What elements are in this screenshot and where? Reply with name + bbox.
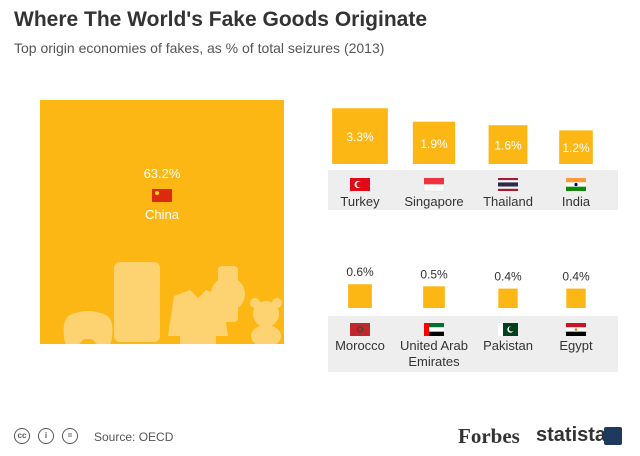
uae-flag-icon [424,323,444,336]
turkey-flag-icon [350,178,370,191]
jacket-icon [168,290,228,344]
morocco-flag-icon [350,323,370,336]
value-label-india: 1.2% [562,141,590,155]
teddy-bear-icon [250,298,282,347]
page-title: Where The World's Fake Goods Originate [14,8,428,31]
bar-singapore [412,121,456,164]
thailand-flag-icon [498,178,518,191]
chart: 63.2% China 3.3% Turkey 1.9% Singapore 1.6% Tha… [40,100,618,372]
product-illustrations [63,262,282,348]
category-label-china: China [145,207,180,222]
category-label-india: India [562,194,591,209]
category-label-turkey: Turkey [340,194,380,209]
bar-thailand [488,125,528,164]
category-label-egypt: Egypt [559,338,593,353]
gamepad-icon [63,311,113,348]
india-flag-icon [566,178,586,191]
bar-pakistan [498,288,518,308]
category-label-pakistan: Pakistan [483,338,533,353]
egypt-flag-icon [566,323,586,336]
category-label-thailand: Thailand [483,194,533,209]
value-label-turkey: 3.3% [346,130,374,144]
category-label-united-arab-emirates: United Arab Emirates [400,338,468,369]
singapore-flag-icon [423,178,445,192]
statista-logo: statista [536,424,607,446]
value-label-pakistan: 0.4% [494,270,522,284]
bar-egypt [566,288,586,308]
bar-turkey [332,108,388,164]
value-label-united-arab-emirates: 0.5% [420,267,448,281]
forbes-logo: Forbes [458,424,520,448]
category-label-singapore: Singapore [404,194,463,209]
china-flag-icon [152,189,172,202]
bar-china [40,100,284,344]
watch-icon [211,266,245,322]
value-label-china: 63.2% [144,166,181,181]
bar-india [559,130,593,164]
bar-morocco [348,284,372,308]
no-derivatives-icon: = [62,428,78,444]
value-label-egypt: 0.4% [562,270,590,284]
footer: cc i = Source: OECD Forbes statista [0,420,640,456]
pakistan-flag-icon [498,323,518,336]
smartphone-icon [114,262,160,342]
bar-united-arab-emirates [423,286,445,308]
statista-mark-icon [604,427,622,445]
attribution-icon: i [38,428,54,444]
page-subtitle: Top origin economies of fakes, as % of t… [14,40,385,56]
category-label-morocco: Morocco [335,338,385,353]
value-label-singapore: 1.9% [420,137,448,151]
value-label-thailand: 1.6% [494,139,522,153]
source-note: Source: OECD [94,430,174,444]
value-label-morocco: 0.6% [346,265,374,279]
cc-license-icon: cc [14,428,30,444]
